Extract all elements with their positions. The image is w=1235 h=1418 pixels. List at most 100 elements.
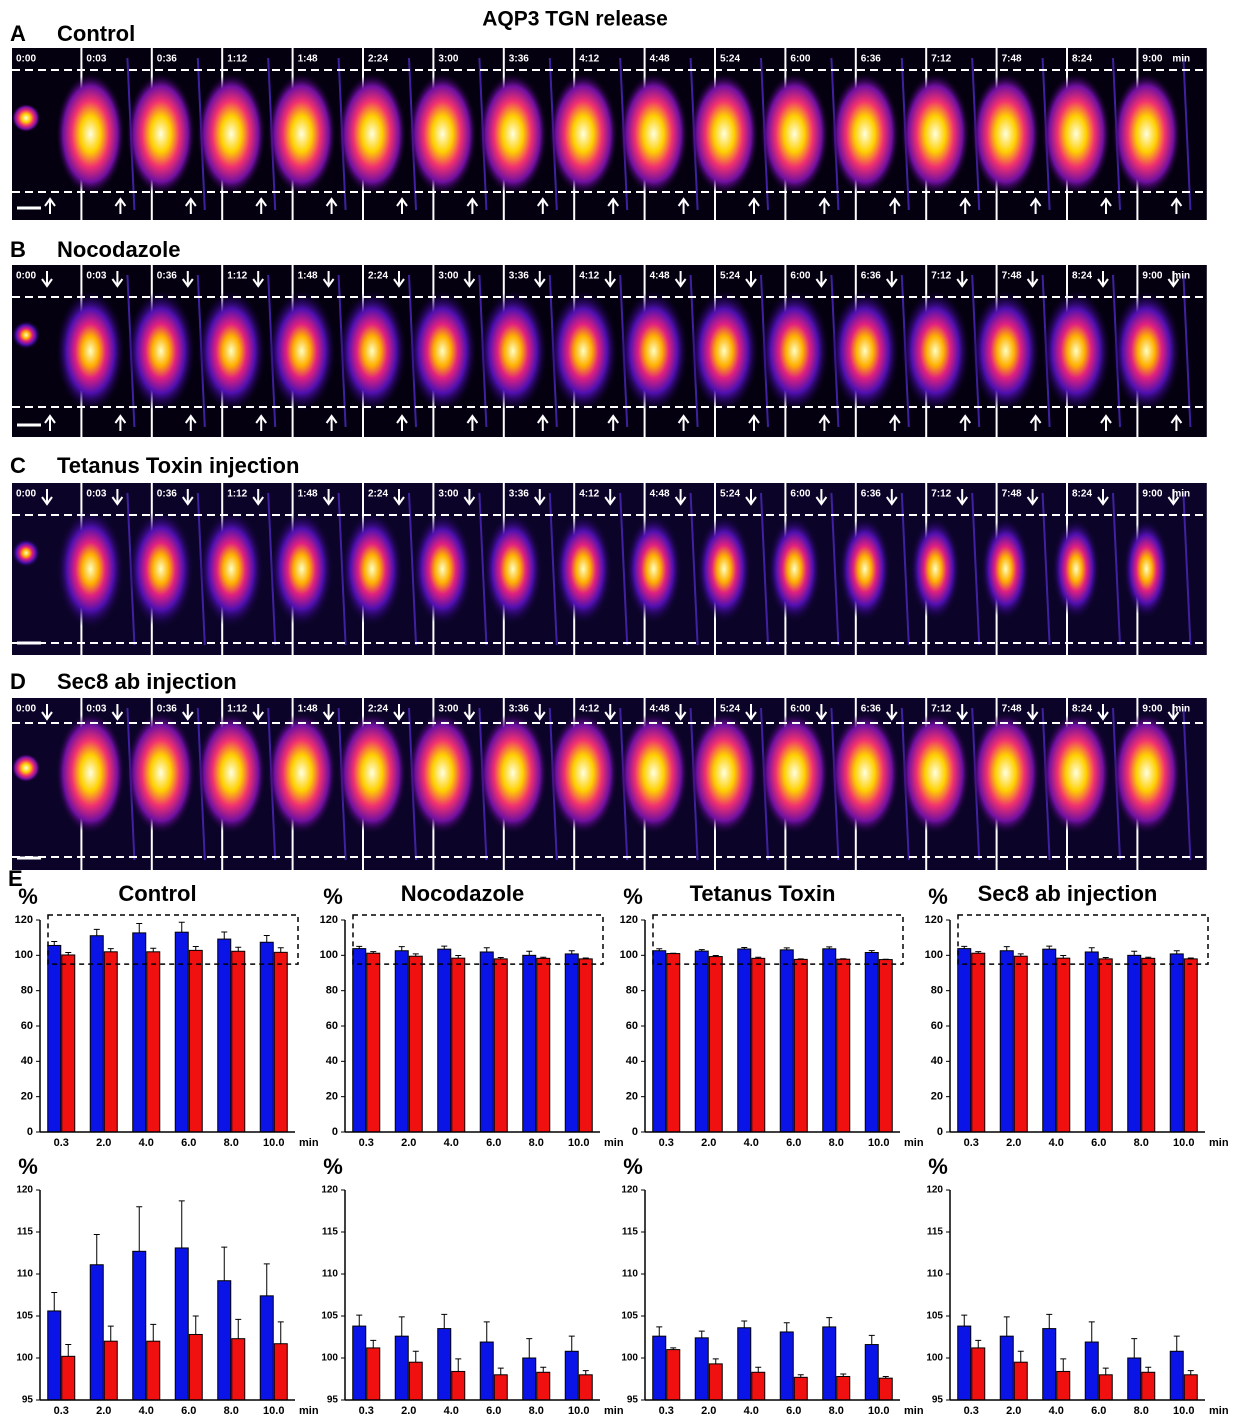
bar: [564, 1350, 579, 1401]
membrane: [619, 492, 629, 646]
fluorescence: [56, 713, 125, 833]
x-tick-label: 10.0: [263, 1137, 284, 1149]
y-tick-label: 0: [332, 1126, 338, 1138]
time-stamp: 0:36: [157, 489, 177, 500]
y-tick-label: 40: [626, 1055, 638, 1067]
x-tick-label: 6.0: [181, 1405, 196, 1417]
fluorescence: [690, 713, 758, 833]
error-bar: [783, 947, 790, 950]
bar: [273, 1343, 288, 1401]
time-stamp: 9:00: [1142, 704, 1162, 715]
error-bar: [741, 1320, 748, 1328]
y-tick-label: 100: [926, 1353, 943, 1364]
y-tick-label: 120: [620, 914, 638, 926]
time-stamp: 7:12: [931, 271, 951, 282]
panel-letter: A: [10, 21, 26, 46]
bar: [793, 958, 808, 1133]
y-axis-label: %: [928, 1154, 948, 1179]
error-bar: [356, 945, 363, 949]
x-tick-label: 4.0: [444, 1405, 459, 1417]
y-tick-label: 105: [321, 1311, 338, 1322]
arrow: [396, 414, 408, 431]
y-tick-label: 120: [621, 1185, 638, 1196]
error-bar: [441, 945, 448, 950]
y-tick-label: 80: [931, 985, 943, 997]
x-axis-label: min: [904, 1137, 924, 1149]
bar: [708, 1363, 723, 1401]
bar: [451, 957, 466, 1133]
arrow: [607, 414, 620, 431]
arrow: [1026, 704, 1039, 721]
fluorescence: [901, 713, 970, 833]
arrow: [322, 271, 335, 288]
error-bar: [975, 1339, 982, 1348]
time-stamp: 0:03: [86, 489, 106, 500]
time-stamp: 0:00: [16, 54, 36, 65]
y-tick-label: 115: [17, 1227, 34, 1238]
x-axis-label: min: [904, 1405, 924, 1417]
bar: [999, 950, 1014, 1133]
error-bar: [263, 1263, 270, 1296]
error-bar: [412, 953, 419, 957]
arrow: [818, 414, 831, 431]
x-tick-label: 8.0: [529, 1405, 544, 1417]
fluorescence: [619, 713, 688, 833]
x-tick-label: 2.0: [1006, 1137, 1021, 1149]
y-tick-label: 100: [16, 1353, 33, 1364]
x-tick-label: 10.0: [568, 1137, 589, 1149]
x-tick-label: 6.0: [786, 1405, 801, 1417]
time-stamp: 2:24: [368, 271, 388, 282]
arrow: [44, 197, 56, 214]
time-stamp: 3:36: [509, 271, 529, 282]
y-tick-label: 0: [937, 1126, 943, 1138]
bar: [1013, 955, 1028, 1133]
bar: [578, 958, 593, 1133]
error-bar: [51, 941, 58, 946]
x-tick-label: 10.0: [868, 1405, 889, 1417]
bar: [1183, 1374, 1198, 1401]
y-tick-label: 95: [932, 1395, 944, 1406]
arrow: [1170, 414, 1183, 431]
error-bar: [1131, 950, 1138, 956]
arrow: [463, 271, 476, 288]
y-tick-label: 40: [326, 1055, 338, 1067]
error-bar: [1173, 950, 1180, 954]
error-bar: [1102, 956, 1109, 959]
bar: [971, 952, 986, 1133]
bar: [1141, 957, 1156, 1133]
arrow: [393, 489, 405, 506]
bar: [536, 1371, 551, 1401]
bar: [188, 949, 203, 1133]
arrow: [184, 197, 197, 214]
fluorescence: [830, 74, 899, 194]
time-stamp: 7:12: [931, 704, 951, 715]
time-stamp: 4:48: [650, 704, 670, 715]
zoom-box: [352, 914, 604, 965]
time-stamp: 1:48: [298, 54, 318, 65]
y-axis-label: %: [323, 884, 343, 909]
membrane: [1112, 492, 1121, 646]
arrow: [959, 414, 972, 431]
time-stamp: 8:24: [1072, 704, 1092, 715]
arrow: [604, 489, 617, 506]
time-stamp: 7:48: [1002, 54, 1022, 65]
x-tick-label: 10.0: [568, 1405, 589, 1417]
x-axis-label: min: [1209, 1137, 1229, 1149]
arrow: [466, 197, 479, 214]
error-bar: [540, 956, 547, 959]
arrow: [818, 197, 831, 214]
error-bar: [356, 1314, 363, 1327]
time-stamp: 6:36: [861, 54, 881, 65]
fluorescence: [197, 291, 266, 411]
error-bar: [741, 947, 748, 949]
time-stamp: 4:12: [579, 54, 599, 65]
bar: [864, 1344, 879, 1401]
bar: [1141, 1371, 1156, 1401]
x-tick-label: 6.0: [486, 1405, 501, 1417]
fluorescence: [56, 291, 125, 411]
arrow: [607, 197, 620, 214]
fluorescence: [1112, 291, 1181, 411]
fluorescence: [1112, 713, 1181, 833]
y-tick-label: 40: [21, 1055, 33, 1067]
y-tick-label: 115: [322, 1227, 339, 1238]
